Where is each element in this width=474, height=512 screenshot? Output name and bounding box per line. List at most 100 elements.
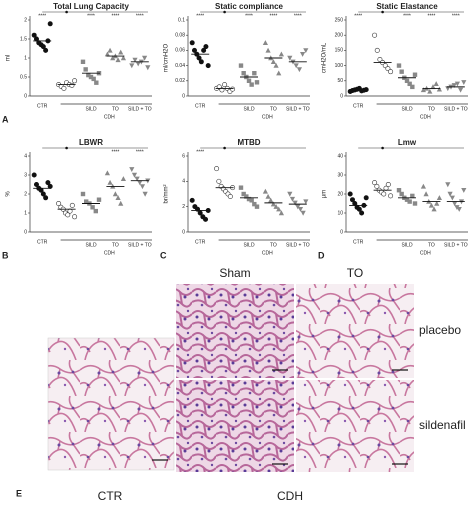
data-point xyxy=(83,67,88,72)
data-point xyxy=(61,85,67,91)
data-point xyxy=(428,202,434,208)
data-point xyxy=(33,182,39,188)
data-point xyxy=(198,59,204,65)
data-point xyxy=(45,180,51,186)
scale-bars xyxy=(152,369,408,465)
significance-label: **** xyxy=(87,13,95,19)
data-point xyxy=(90,205,95,210)
data-point xyxy=(404,78,410,83)
data-point xyxy=(120,55,126,61)
data-point xyxy=(445,182,451,188)
y-tick-label: 6 xyxy=(182,153,185,159)
data-point xyxy=(303,48,309,54)
column-label: Sham xyxy=(219,266,250,280)
y-tick-label: 4 xyxy=(24,153,27,159)
chart-title: LBWR xyxy=(79,138,103,147)
column-label: TO xyxy=(347,266,363,280)
data-point xyxy=(349,197,355,203)
y-tick-label: 1.5 xyxy=(20,36,27,42)
data-point xyxy=(265,47,271,53)
data-point xyxy=(303,199,309,205)
y-tick-label: 10 xyxy=(337,210,343,216)
y-tick-label: 4 xyxy=(182,179,185,185)
data-point xyxy=(292,200,298,206)
data-point xyxy=(431,206,437,212)
data-point xyxy=(461,80,467,86)
data-point xyxy=(222,82,228,88)
y-tick-label: 30 xyxy=(337,172,343,178)
significance-label: **** xyxy=(403,13,411,19)
data-point xyxy=(197,210,203,216)
data-point xyxy=(227,194,233,200)
data-point xyxy=(189,197,195,203)
data-point xyxy=(372,32,378,38)
data-point xyxy=(359,210,365,216)
data-point xyxy=(287,191,293,197)
data-point xyxy=(230,86,236,92)
x-tick-label: SILD + TO xyxy=(286,106,310,112)
y-tick-label: 40 xyxy=(337,153,343,159)
data-point xyxy=(72,214,78,220)
data-point xyxy=(216,178,222,184)
data-point xyxy=(107,47,113,53)
significance-label: **** xyxy=(245,13,253,19)
data-point xyxy=(374,47,380,53)
y-tick-label: 1 xyxy=(24,210,27,216)
data-point xyxy=(296,67,302,73)
to-sildenafil-micrograph xyxy=(296,380,414,472)
data-point xyxy=(412,201,418,206)
data-point xyxy=(436,86,442,92)
data-point xyxy=(86,72,91,78)
y-tick-label: 0 xyxy=(182,229,185,235)
group-label: CDH xyxy=(104,114,115,120)
data-point xyxy=(104,170,110,176)
data-point xyxy=(135,61,141,67)
y-tick-label: 20 xyxy=(337,191,343,197)
significance-label: **** xyxy=(136,13,144,19)
data-point xyxy=(420,87,426,93)
y-tick-label: 2 xyxy=(182,204,185,210)
data-point xyxy=(445,86,451,92)
data-point xyxy=(142,191,148,197)
data-point xyxy=(134,176,140,182)
data-point xyxy=(458,87,464,93)
y-tick-label: 2 xyxy=(24,191,27,197)
data-point xyxy=(363,195,369,201)
data-point xyxy=(115,195,121,200)
data-point xyxy=(69,82,75,88)
data-point xyxy=(262,188,268,194)
data-point xyxy=(91,76,96,82)
data-point xyxy=(47,21,53,27)
chart-title: Total Lung Capacity xyxy=(53,2,129,11)
panel-label: B xyxy=(2,250,9,260)
chart-title: Lmw xyxy=(398,138,417,147)
group-label: CDH xyxy=(262,250,273,256)
group-label: CDH xyxy=(420,114,431,120)
y-tick-label: 0.04 xyxy=(175,63,185,69)
data-point xyxy=(456,207,462,212)
data-point xyxy=(131,172,138,178)
y-axis-label: % xyxy=(6,191,12,197)
data-point xyxy=(452,201,458,207)
x-tick-label: TO xyxy=(112,242,119,248)
data-point xyxy=(407,81,412,87)
row-label: sildenafil xyxy=(419,418,466,432)
data-point xyxy=(129,63,135,69)
chart-title: Static Elastance xyxy=(376,2,438,11)
data-point xyxy=(449,195,455,201)
significance-label: **** xyxy=(270,13,278,19)
data-point xyxy=(88,74,94,80)
y-tick-label: 0.1 xyxy=(178,17,185,23)
data-point xyxy=(241,191,246,197)
data-point xyxy=(396,63,402,68)
data-point xyxy=(254,204,260,209)
y-axis-label: ml/cmH2O xyxy=(164,44,170,73)
x-tick-label: SILD xyxy=(401,106,413,112)
data-point xyxy=(191,47,197,53)
data-point xyxy=(388,193,394,199)
data-point xyxy=(295,204,301,210)
data-point xyxy=(265,193,271,199)
y-axis-label: cmH2O/mL xyxy=(322,42,328,73)
significance-label: **** xyxy=(136,149,144,155)
data-point xyxy=(254,80,260,85)
